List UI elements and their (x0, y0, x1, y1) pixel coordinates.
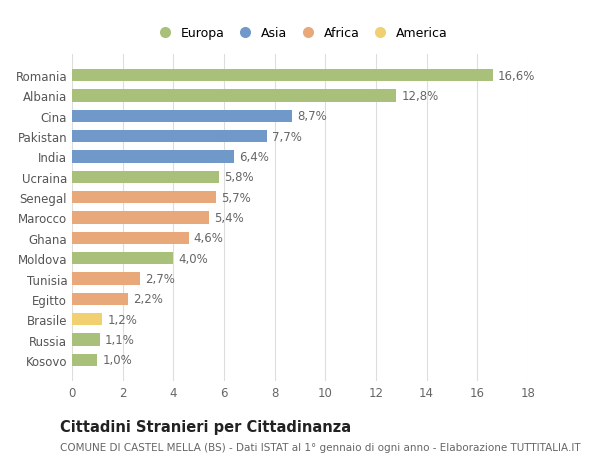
Bar (72, 293, 128, 305)
Bar (72, 90, 396, 102)
Text: 8,7%: 8,7% (298, 110, 327, 123)
Bar (72, 151, 234, 163)
Bar (72, 70, 493, 82)
Text: 1,1%: 1,1% (105, 333, 135, 346)
Text: 4,6%: 4,6% (194, 232, 223, 245)
Text: 4,0%: 4,0% (178, 252, 208, 265)
Text: 12,8%: 12,8% (401, 90, 439, 103)
Bar (72, 111, 292, 123)
Text: COMUNE DI CASTEL MELLA (BS) - Dati ISTAT al 1° gennaio di ogni anno - Elaborazio: COMUNE DI CASTEL MELLA (BS) - Dati ISTAT… (60, 442, 581, 452)
Text: 7,7%: 7,7% (272, 130, 302, 143)
Bar (72, 354, 97, 366)
Text: 5,7%: 5,7% (221, 191, 251, 204)
Bar (72, 212, 209, 224)
Text: 5,8%: 5,8% (224, 171, 254, 184)
Bar (72, 273, 140, 285)
Text: 1,2%: 1,2% (107, 313, 137, 326)
Text: Cittadini Stranieri per Cittadinanza: Cittadini Stranieri per Cittadinanza (60, 419, 351, 434)
Bar (72, 334, 100, 346)
Bar (72, 171, 219, 184)
Text: 2,2%: 2,2% (133, 293, 163, 306)
Text: 1,0%: 1,0% (103, 353, 132, 367)
Bar (72, 131, 267, 143)
Bar (72, 192, 217, 204)
Bar (72, 252, 173, 265)
Text: 5,4%: 5,4% (214, 212, 244, 224)
Text: 16,6%: 16,6% (497, 69, 535, 83)
Bar (72, 313, 103, 325)
Bar (72, 232, 188, 244)
Text: 2,7%: 2,7% (145, 272, 175, 285)
Text: 6,4%: 6,4% (239, 151, 269, 164)
Legend: Europa, Asia, Africa, America: Europa, Asia, Africa, America (148, 22, 452, 45)
